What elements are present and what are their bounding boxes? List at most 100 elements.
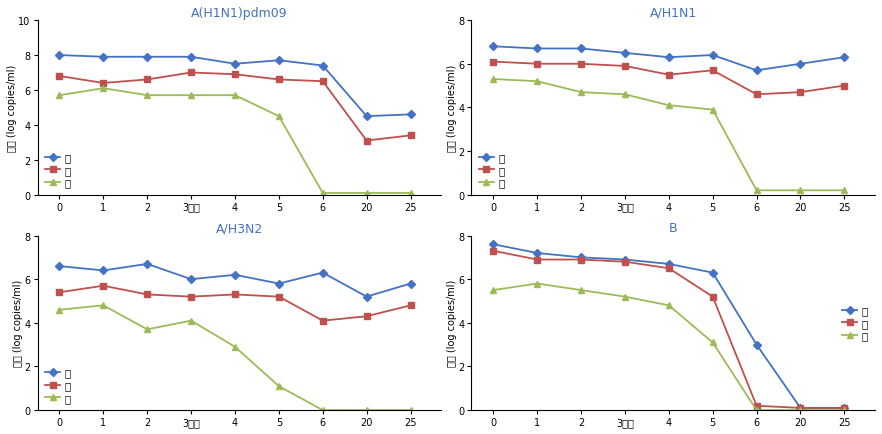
저 <box>318 408 328 413</box>
중 <box>532 62 542 67</box>
저 <box>54 93 64 99</box>
저 <box>318 191 328 196</box>
중 <box>839 405 849 411</box>
고 <box>488 45 498 50</box>
중 <box>98 81 108 86</box>
중 <box>796 90 806 95</box>
저 <box>362 408 372 413</box>
고 <box>707 53 718 59</box>
Title: A(H1N1)pdm09: A(H1N1)pdm09 <box>191 7 288 20</box>
Legend: 고, 중, 저: 고, 중, 저 <box>42 151 73 190</box>
중 <box>576 62 587 67</box>
Legend: 고, 중, 저: 고, 중, 저 <box>840 303 870 343</box>
고 <box>532 47 542 52</box>
고 <box>98 55 108 60</box>
Legend: 고, 중, 저: 고, 중, 저 <box>476 151 507 190</box>
고 <box>273 281 284 286</box>
저 <box>488 288 498 293</box>
Title: B: B <box>669 222 677 235</box>
고 <box>532 251 542 256</box>
고 <box>620 257 631 263</box>
Y-axis label: 농도 (log copies/ml): 농도 (log copies/ml) <box>7 65 17 151</box>
중 <box>229 292 240 297</box>
저 <box>839 188 849 194</box>
고 <box>362 294 372 299</box>
Legend: 고, 중, 저: 고, 중, 저 <box>42 366 73 405</box>
저 <box>186 318 197 323</box>
Y-axis label: 농도 (log copies/ml): 농도 (log copies/ml) <box>13 279 23 367</box>
Line: 중: 중 <box>56 71 414 144</box>
고 <box>796 405 806 411</box>
Line: 고: 고 <box>56 53 414 120</box>
저 <box>663 103 674 108</box>
저 <box>707 340 718 345</box>
Line: 고: 고 <box>56 262 414 300</box>
고 <box>318 64 328 69</box>
Line: 저: 저 <box>490 76 848 194</box>
중 <box>532 257 542 263</box>
중 <box>751 92 762 98</box>
Title: A/H1N1: A/H1N1 <box>649 7 697 20</box>
저 <box>98 86 108 92</box>
저 <box>576 90 587 95</box>
저 <box>532 79 542 85</box>
고 <box>488 242 498 247</box>
고 <box>751 342 762 348</box>
저 <box>663 303 674 308</box>
저 <box>405 408 415 413</box>
중 <box>620 64 631 69</box>
고 <box>576 255 587 260</box>
고 <box>54 53 64 59</box>
저 <box>142 93 153 99</box>
고 <box>839 56 849 61</box>
중 <box>663 73 674 78</box>
중 <box>273 78 284 83</box>
고 <box>186 55 197 60</box>
Line: 고: 고 <box>490 44 847 74</box>
저 <box>796 188 806 194</box>
중 <box>186 71 197 76</box>
Y-axis label: 농도 (log copies/ml): 농도 (log copies/ml) <box>447 65 457 151</box>
고 <box>142 262 153 267</box>
저 <box>796 408 806 413</box>
저 <box>839 408 849 413</box>
고 <box>362 114 372 119</box>
중 <box>98 283 108 289</box>
중 <box>273 294 284 299</box>
저 <box>620 294 631 299</box>
고 <box>405 281 415 286</box>
저 <box>405 191 415 196</box>
중 <box>796 405 806 411</box>
저 <box>98 303 108 308</box>
저 <box>362 191 372 196</box>
저 <box>620 92 631 98</box>
저 <box>229 93 240 99</box>
저 <box>707 108 718 113</box>
고 <box>229 62 240 67</box>
중 <box>318 79 328 85</box>
Line: 중: 중 <box>490 248 847 411</box>
중 <box>54 290 64 295</box>
저 <box>751 408 762 413</box>
고 <box>318 270 328 276</box>
고 <box>707 270 718 276</box>
중 <box>488 249 498 254</box>
중 <box>576 257 587 263</box>
저 <box>488 77 498 82</box>
고 <box>405 112 415 118</box>
Line: 저: 저 <box>56 302 414 414</box>
고 <box>229 273 240 278</box>
고 <box>54 264 64 269</box>
Line: 고: 고 <box>490 242 847 411</box>
고 <box>576 47 587 52</box>
저 <box>54 307 64 312</box>
중 <box>142 78 153 83</box>
저 <box>142 327 153 332</box>
고 <box>663 262 674 267</box>
저 <box>273 384 284 389</box>
저 <box>273 114 284 119</box>
중 <box>362 138 372 144</box>
고 <box>98 268 108 273</box>
중 <box>620 260 631 265</box>
중 <box>707 294 718 299</box>
